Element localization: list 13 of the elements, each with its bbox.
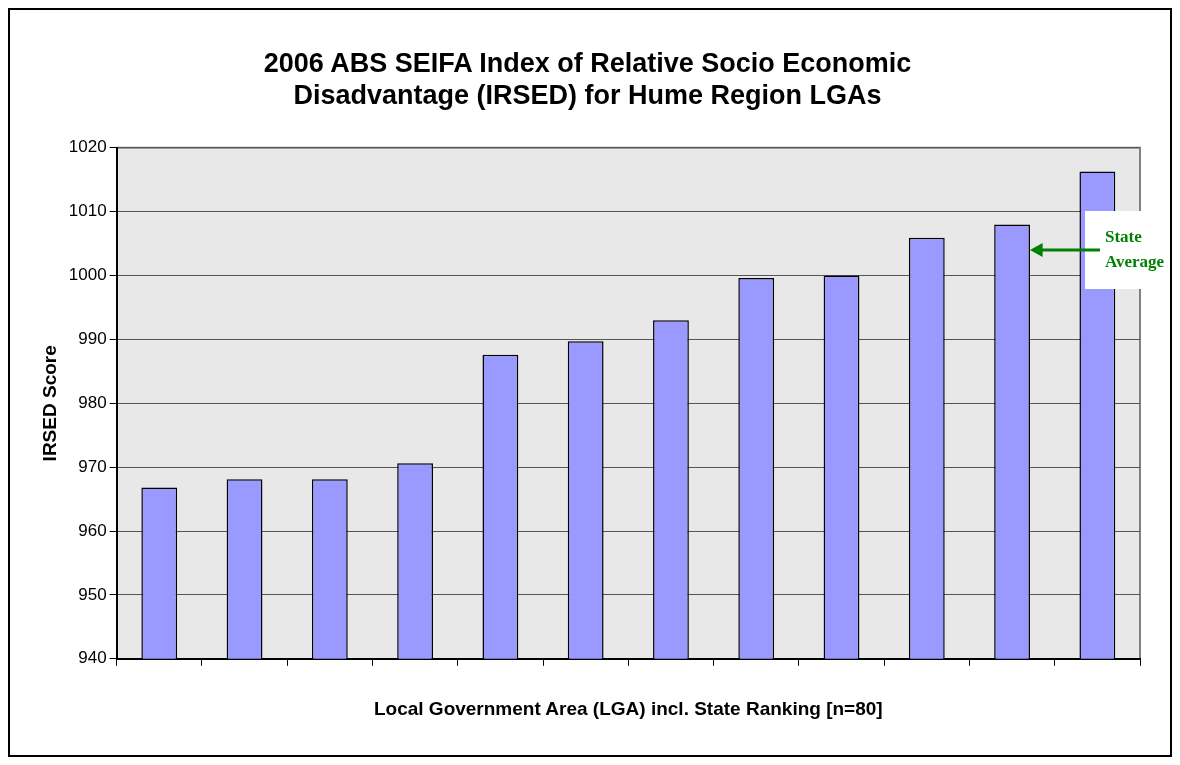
y-tick-label: 1010 [68,201,107,221]
y-tick-label: 1000 [68,265,107,285]
y-tick-label: 1020 [68,137,107,157]
y-axis-title: IRSED Score [38,345,60,462]
annotation: State Average [1105,227,1165,272]
y-tick-label: 980 [78,392,107,412]
x-axis-title: Local Government Area (LGA) incl. State Ranking [n=80] [373,697,883,719]
y-tick-label: 950 [78,584,107,604]
y-tick-label: 970 [78,456,107,476]
chart-title: 2006 ABS SEIFA Index of Relative Socio Economic Disadvantage (IRSED) for Hume Region LGAs [263,47,912,111]
y-tick-label: 990 [78,329,107,349]
y-tick-label: 940 [78,648,107,668]
y-tick-label: 960 [78,520,107,540]
